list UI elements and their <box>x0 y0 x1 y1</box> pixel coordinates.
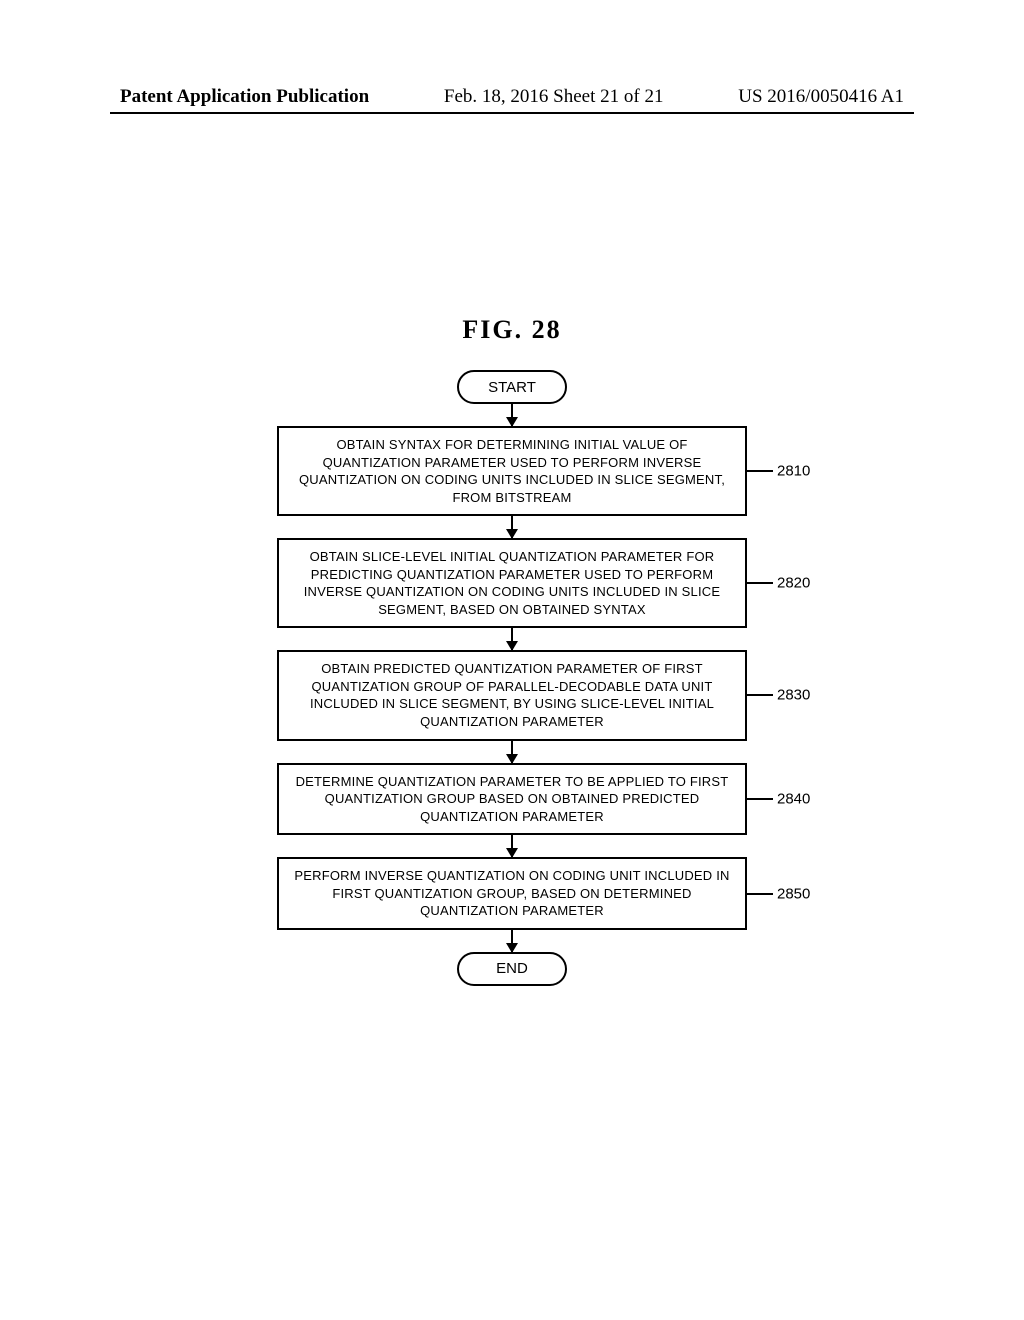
ref-2810: 2810 <box>777 463 810 480</box>
lead-2820 <box>747 582 773 584</box>
lead-2840 <box>747 798 773 800</box>
header-left: Patent Application Publication <box>120 86 369 108</box>
figure-title: FIG. 28 <box>0 315 1024 345</box>
flowchart: START OBTAIN SYNTAX FOR DETERMINING INIT… <box>0 370 1024 986</box>
step-2840: DETERMINE QUANTIZATION PARAMETER TO BE A… <box>277 763 747 836</box>
end-terminator: END <box>457 952 567 986</box>
page-header: Patent Application Publication Feb. 18, … <box>0 86 1024 108</box>
start-label: START <box>488 379 536 396</box>
step-2820-wrap: OBTAIN SLICE-LEVEL INITIAL QUANTIZATION … <box>0 538 1024 628</box>
step-2850-wrap: PERFORM INVERSE QUANTIZATION ON CODING U… <box>0 857 1024 930</box>
arrow-2 <box>0 628 1024 650</box>
header-rule <box>110 112 914 114</box>
lead-2850 <box>747 893 773 895</box>
ref-2850: 2850 <box>777 885 810 902</box>
start-terminator: START <box>457 370 567 404</box>
header-mid: Feb. 18, 2016 Sheet 21 of 21 <box>444 86 664 108</box>
arrow-4 <box>0 835 1024 857</box>
arrow-0 <box>0 404 1024 426</box>
header-right: US 2016/0050416 A1 <box>738 86 904 108</box>
lead-2830 <box>747 694 773 696</box>
ref-2840: 2840 <box>777 790 810 807</box>
step-2810-wrap: OBTAIN SYNTAX FOR DETERMINING INITIAL VA… <box>0 426 1024 516</box>
arrow-3 <box>0 741 1024 763</box>
step-2830: OBTAIN PREDICTED QUANTIZATION PARAMETER … <box>277 650 747 740</box>
ref-2830: 2830 <box>777 687 810 704</box>
lead-2810 <box>747 470 773 472</box>
step-2840-wrap: DETERMINE QUANTIZATION PARAMETER TO BE A… <box>0 763 1024 836</box>
end-label: END <box>496 960 528 977</box>
step-2810: OBTAIN SYNTAX FOR DETERMINING INITIAL VA… <box>277 426 747 516</box>
ref-2820: 2820 <box>777 575 810 592</box>
arrow-5 <box>0 930 1024 952</box>
arrow-1 <box>0 516 1024 538</box>
step-2820: OBTAIN SLICE-LEVEL INITIAL QUANTIZATION … <box>277 538 747 628</box>
step-2830-wrap: OBTAIN PREDICTED QUANTIZATION PARAMETER … <box>0 650 1024 740</box>
step-2850: PERFORM INVERSE QUANTIZATION ON CODING U… <box>277 857 747 930</box>
